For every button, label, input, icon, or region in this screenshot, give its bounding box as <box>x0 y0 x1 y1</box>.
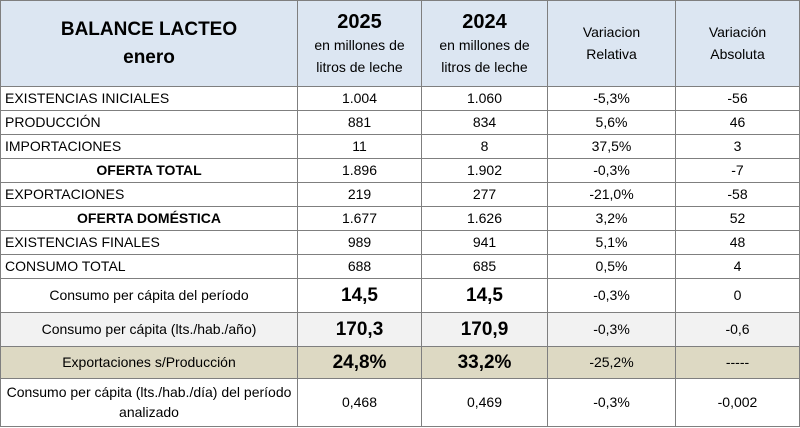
variation-absolute: -58 <box>675 182 800 207</box>
value-2024: 0,469 <box>421 378 548 427</box>
col-2024-unit-1: en millones de <box>439 36 530 53</box>
table-row: IMPORTACIONES 11 8 37,5% 3 <box>0 134 800 159</box>
variation-absolute: 52 <box>675 206 800 231</box>
title-line-1: BALANCE LACTEO <box>60 18 238 40</box>
var-abs-line-2: Absoluta <box>710 45 765 62</box>
table-row: Exportaciones s/Producción 24,8% 33,2% -… <box>0 346 800 379</box>
table-row: PRODUCCIÓN 881 834 5,6% 46 <box>0 110 800 135</box>
table-row: OFERTA TOTAL 1.896 1.902 -0,3% -7 <box>0 158 800 183</box>
header-row: BALANCE LACTEO enero 2025 en millones de… <box>0 0 800 87</box>
row-label: IMPORTACIONES <box>0 134 298 159</box>
row-label: EXISTENCIAS FINALES <box>0 230 298 255</box>
value-2024: 1.060 <box>421 86 548 111</box>
variation-relative: 0,5% <box>547 254 676 279</box>
table-row: EXISTENCIAS INICIALES 1.004 1.060 -5,3% … <box>0 86 800 111</box>
row-label: OFERTA TOTAL <box>0 158 298 183</box>
value-2024: 834 <box>421 110 548 135</box>
variation-relative: 3,2% <box>547 206 676 231</box>
value-2025: 1.004 <box>297 86 422 111</box>
value-2024: 8 <box>421 134 548 159</box>
variation-absolute: -56 <box>675 86 800 111</box>
variation-absolute: ----- <box>675 346 800 379</box>
row-label: OFERTA DOMÉSTICA <box>0 206 298 231</box>
row-label: CONSUMO TOTAL <box>0 254 298 279</box>
value-2025: 14,5 <box>297 278 422 313</box>
row-label: PRODUCCIÓN <box>0 110 298 135</box>
value-2025: 1.896 <box>297 158 422 183</box>
table-row: Consumo per cápita del período 14,5 14,5… <box>0 278 800 313</box>
table-row: Consumo per cápita (lts./hab./día) del p… <box>0 378 800 427</box>
variation-relative: -5,3% <box>547 86 676 111</box>
variation-absolute: 3 <box>675 134 800 159</box>
value-2025: 989 <box>297 230 422 255</box>
variation-relative: -21,0% <box>547 182 676 207</box>
variation-absolute: 48 <box>675 230 800 255</box>
variation-absolute: 4 <box>675 254 800 279</box>
variation-relative: -0,3% <box>547 278 676 313</box>
variation-relative: -0,3% <box>547 312 676 347</box>
variation-absolute: -0,6 <box>675 312 800 347</box>
value-2024: 685 <box>421 254 548 279</box>
value-2024: 1.902 <box>421 158 548 183</box>
value-2025: 170,3 <box>297 312 422 347</box>
col-2024-header: 2024 en millones de litros de leche <box>421 0 548 87</box>
table-row: EXISTENCIAS FINALES 989 941 5,1% 48 <box>0 230 800 255</box>
row-label: Consumo per cápita (lts./hab./día) del p… <box>0 378 298 427</box>
value-2025: 881 <box>297 110 422 135</box>
value-2024: 1.626 <box>421 206 548 231</box>
value-2025: 0,468 <box>297 378 422 427</box>
variation-absolute: 0 <box>675 278 800 313</box>
var-rel-line-1: Variacion <box>582 23 641 40</box>
variation-relative: 5,6% <box>547 110 676 135</box>
value-2024: 941 <box>421 230 548 255</box>
value-2024: 170,9 <box>421 312 548 347</box>
col-2025-unit-1: en millones de <box>314 36 405 53</box>
table-title: BALANCE LACTEO enero <box>0 0 298 87</box>
row-label: Consumo per cápita (lts./hab./año) <box>0 312 298 347</box>
row-label: Exportaciones s/Producción <box>0 346 298 379</box>
variation-relative: 37,5% <box>547 134 676 159</box>
value-2024: 33,2% <box>421 346 548 379</box>
variation-absolute: 46 <box>675 110 800 135</box>
variation-relative: 5,1% <box>547 230 676 255</box>
col-var-abs-header: Variación Absoluta <box>675 0 800 87</box>
table-row: Consumo per cápita (lts./hab./año) 170,3… <box>0 312 800 347</box>
variation-relative: -0,3% <box>547 158 676 183</box>
row-label: EXISTENCIAS INICIALES <box>0 86 298 111</box>
var-abs-line-1: Variación <box>708 23 767 40</box>
value-2024: 14,5 <box>421 278 548 313</box>
title-line-2: enero <box>123 46 175 68</box>
value-2025: 11 <box>297 134 422 159</box>
table-row: EXPORTACIONES 219 277 -21,0% -58 <box>0 182 800 207</box>
col-2025-header: 2025 en millones de litros de leche <box>297 0 422 87</box>
value-2025: 1.677 <box>297 206 422 231</box>
col-2025-unit-2: litros de leche <box>316 58 403 75</box>
value-2025: 24,8% <box>297 346 422 379</box>
variation-relative: -0,3% <box>547 378 676 427</box>
variation-absolute: -7 <box>675 158 800 183</box>
var-rel-line-2: Relativa <box>586 45 637 62</box>
col-var-rel-header: Variacion Relativa <box>547 0 676 87</box>
variation-absolute: -0,002 <box>675 378 800 427</box>
variation-relative: -25,2% <box>547 346 676 379</box>
col-2024-unit-2: litros de leche <box>441 58 528 75</box>
row-label: EXPORTACIONES <box>0 182 298 207</box>
col-2025-year: 2025 <box>337 10 382 33</box>
col-2024-year: 2024 <box>462 10 507 33</box>
value-2024: 277 <box>421 182 548 207</box>
table-row: OFERTA DOMÉSTICA 1.677 1.626 3,2% 52 <box>0 206 800 231</box>
row-label: Consumo per cápita del período <box>0 278 298 313</box>
value-2025: 688 <box>297 254 422 279</box>
value-2025: 219 <box>297 182 422 207</box>
table-row: CONSUMO TOTAL 688 685 0,5% 4 <box>0 254 800 279</box>
